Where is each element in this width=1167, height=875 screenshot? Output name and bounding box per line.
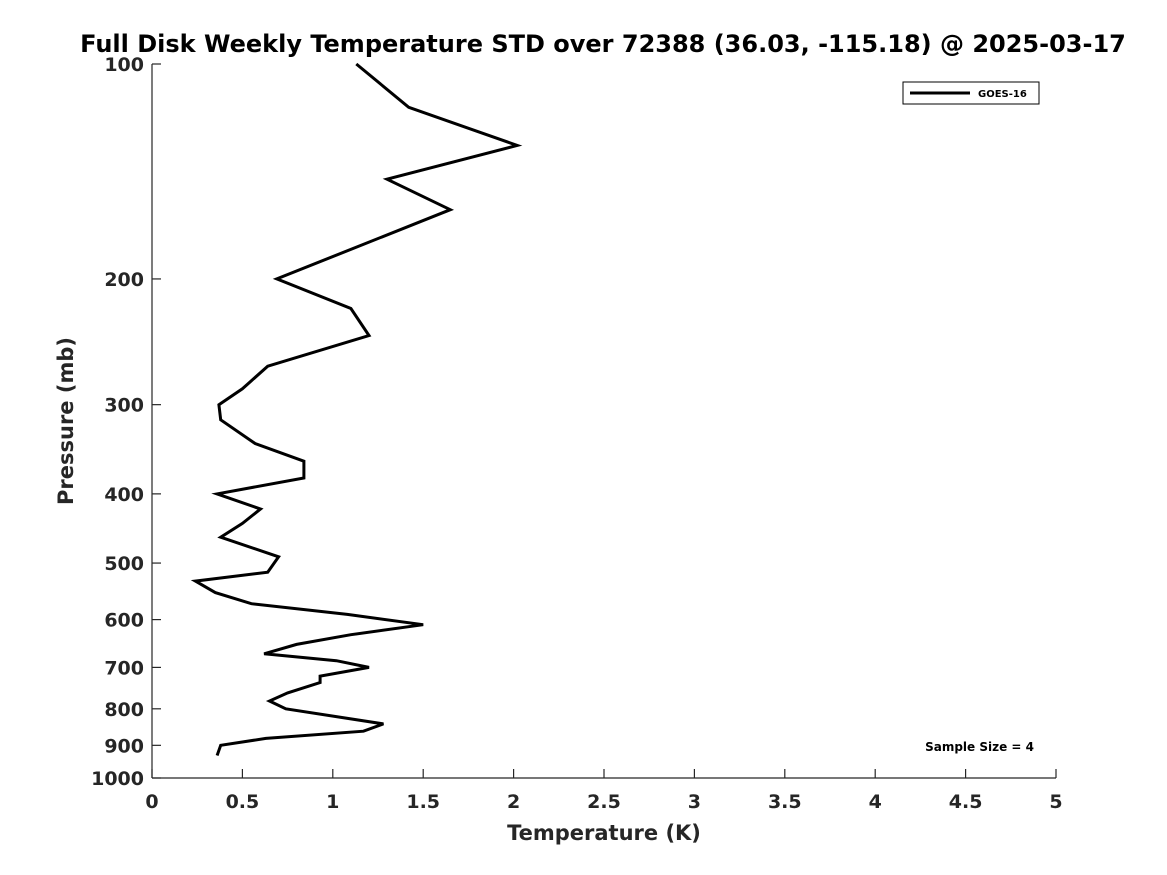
x-tick-label: 4.5	[949, 791, 983, 813]
x-tick-label: 4	[869, 791, 882, 813]
chart-title: Full Disk Weekly Temperature STD over 72…	[80, 30, 1126, 58]
series-line-goes-16	[190, 62, 523, 756]
y-tick-label: 100	[104, 54, 144, 76]
x-tick-label: 1.5	[406, 791, 440, 813]
y-tick-label: 400	[104, 484, 144, 506]
legend-entry-label: GOES-16	[978, 89, 1027, 100]
x-tick-label: 0	[145, 791, 158, 813]
x-tick-label: 2.5	[587, 791, 621, 813]
legend-box	[902, 81, 1040, 105]
x-tick-label: 1	[326, 791, 339, 813]
sample-size-annotation: Sample Size = 4	[925, 740, 1034, 754]
x-tick-label: 3	[688, 791, 701, 813]
y-tick-label: 700	[104, 657, 144, 679]
x-tick-label: 2	[507, 791, 520, 813]
x-tick-label: 3.5	[768, 791, 802, 813]
y-tick-label: 500	[104, 553, 144, 575]
y-tick-label: 900	[104, 735, 144, 757]
y-tick-label: 800	[104, 699, 144, 721]
x-tick-label: 5	[1049, 791, 1062, 813]
y-tick-label: 200	[104, 269, 144, 291]
x-axis-label: Temperature (K)	[507, 821, 701, 845]
plot-frame	[151, 64, 1056, 779]
y-tick-label: 300	[104, 395, 144, 417]
x-axis: 0 0.5 1 1.5 2 2.5 3 3.5 4 4.5 5	[145, 769, 1063, 813]
y-axis-label: Pressure (mb)	[54, 337, 78, 505]
y-tick-label: 1000	[91, 768, 144, 790]
y-tick-label: 600	[104, 610, 144, 632]
y-axis: 100 200 300 400 500 600 700 800 900 1000	[91, 54, 161, 790]
x-tick-label: 0.5	[226, 791, 260, 813]
legend: GOES-16	[902, 81, 1040, 105]
